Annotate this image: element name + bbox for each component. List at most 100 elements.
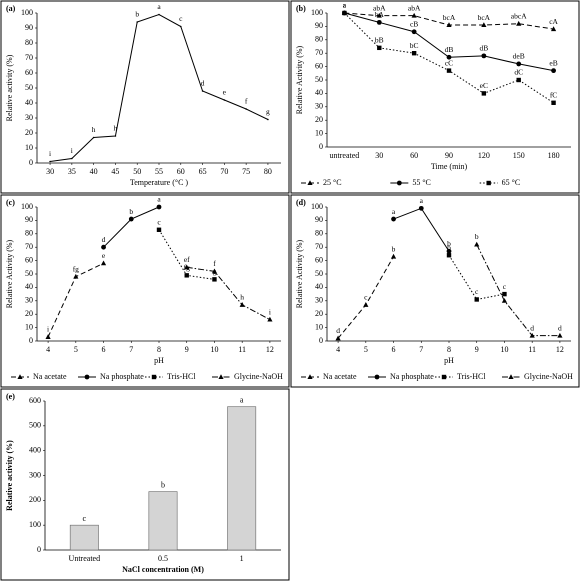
point-label: dC [514,68,523,77]
marker [516,20,522,26]
x-axis-label: Temperature (°C ) [130,178,189,187]
x-tick-label: 9 [475,345,479,354]
legend-marker [84,374,90,380]
point-label: bA [375,10,385,19]
point-label: h [240,293,244,302]
x-tick-label: 180 [548,151,560,160]
marker [201,90,204,92]
x-tick-label: 0.5 [158,554,168,563]
series-line [393,207,450,252]
y-tick-label: 500 [29,421,41,430]
y-tick-label: 600 [29,396,41,405]
point-label: f [213,259,216,268]
point-label: fg [73,264,79,273]
y-tick-label: 80 [25,38,33,47]
marker [501,298,508,303]
x-tick-label: 45 [111,167,119,176]
panel-frame [0,388,290,581]
point-label: d [336,326,340,335]
marker [92,136,95,139]
x-tick-label: 35 [68,167,76,176]
marker [184,264,190,270]
marker [557,332,563,338]
legend-marker [508,374,514,379]
y-tick-label: 100 [311,8,323,17]
legend-marker [441,374,447,380]
marker [551,68,556,74]
x-tick-label: 120 [478,151,490,160]
point-label: h [92,125,96,134]
y-tick-label: 90 [315,21,323,30]
marker [335,335,341,341]
y-tick-label: 30 [315,296,323,305]
point-label: dB [445,45,454,54]
point-label: cC [445,58,453,67]
y-tick-label: 40 [315,282,323,291]
bar [148,491,178,551]
point-label: a [420,196,424,205]
marker [529,332,535,338]
panel-frame [290,194,580,388]
marker [391,216,396,222]
panel-label: (a) [6,4,16,13]
point-label: c [503,289,507,298]
y-axis-label: Relative Activity (%) [295,239,304,308]
marker [411,12,417,18]
point-label: i [47,325,49,334]
y-tick-label: 20 [315,309,323,318]
legend-marker [374,374,380,380]
y-tick-label: 100 [29,520,41,529]
marker [516,61,522,67]
point-label: b [447,243,451,252]
x-tick-label: 11 [238,345,246,354]
point-label: fC [550,90,558,99]
point-label: abcA [511,11,527,20]
x-tick-label: untreated [330,151,360,160]
y-tick-label: 0 [319,336,323,345]
marker [156,227,162,232]
series-line [186,266,271,321]
x-tick-label: 80 [264,167,272,176]
x-tick-label: 12 [556,345,564,354]
marker [156,204,162,210]
series-line [50,13,269,162]
point-label: g [266,107,270,116]
y-tick-label: 0 [319,142,323,151]
point-label: abA [408,3,421,12]
y-tick-label: 50 [315,269,323,278]
x-tick-label: 4 [46,345,50,354]
x-axis-label: pH [154,356,164,365]
point-label: bcA [443,13,456,22]
bar [227,406,257,551]
marker [212,277,217,282]
x-tick-label: 10 [500,345,508,354]
marker [223,99,226,101]
point-label: b [161,480,165,489]
marker [100,260,107,266]
y-tick-label: 90 [25,215,33,224]
point-label: h [114,124,118,133]
marker [551,100,556,105]
point-label: c [364,293,368,302]
y-axis-label: Relative activity (%) [5,54,14,121]
point-label: b [129,207,133,216]
panel-frame [290,0,580,194]
y-tick-label: 400 [29,445,41,454]
legend-label: Na acetate [323,372,357,381]
y-tick-label: 60 [25,255,33,264]
y-tick-label: 80 [315,35,323,44]
y-tick-label: 70 [315,242,323,251]
marker [211,268,218,274]
y-axis-label: Relative Activity (%) [5,239,14,308]
point-label: d [558,323,562,332]
point-label: i [49,149,51,158]
y-tick-label: 20 [25,309,33,318]
y-axis-label: Relative Activity (%) [295,45,304,114]
x-tick-label: 11 [528,345,536,354]
point-label: c [475,287,479,296]
marker [114,135,117,137]
marker [377,45,382,51]
legend-label: Glycine-NaOH [524,372,573,381]
marker [474,241,480,247]
